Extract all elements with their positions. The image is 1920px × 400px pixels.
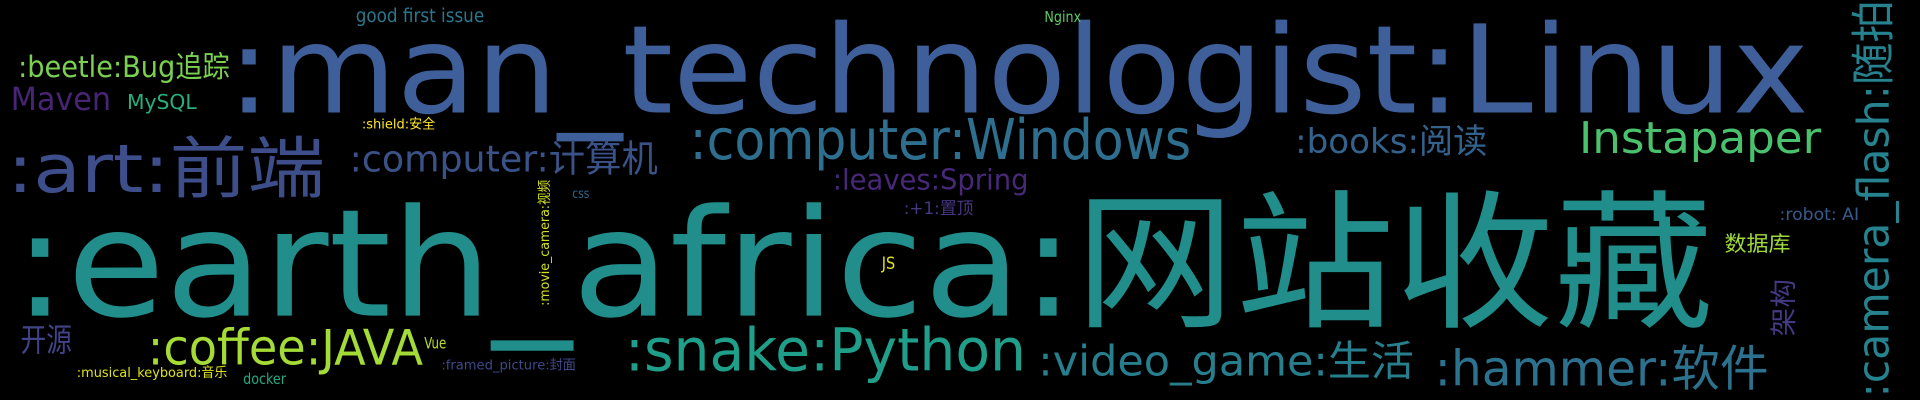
word: :framed_picture:封面 bbox=[441, 357, 576, 373]
word: :computer:计算机 bbox=[350, 137, 658, 180]
word: Nginx bbox=[1044, 9, 1081, 26]
word: 架构 bbox=[1769, 279, 1800, 336]
word: Vue bbox=[424, 334, 446, 353]
word: css bbox=[572, 187, 589, 202]
word: :hammer:软件 bbox=[1435, 340, 1769, 397]
word: :beetle:Bug追踪 bbox=[18, 50, 230, 84]
word: JS bbox=[881, 254, 895, 274]
word: Instapaper bbox=[1579, 113, 1822, 164]
word: :camera_flash:随拍 bbox=[1848, 0, 1899, 398]
word: :coffee:JAVA bbox=[148, 320, 424, 377]
word: :robot: AI bbox=[1780, 205, 1860, 225]
word: :musical_keyboard:音乐 bbox=[77, 364, 227, 381]
word: :earth_africa:网站收藏 bbox=[13, 178, 1713, 352]
word: MySQL bbox=[127, 90, 197, 114]
word: :snake:Python bbox=[625, 317, 1026, 385]
word: :computer:Windows bbox=[690, 108, 1192, 173]
word: :video_game:生活 bbox=[1038, 337, 1414, 386]
word: :books:阅读 bbox=[1295, 122, 1487, 162]
word: good first issue bbox=[356, 6, 484, 27]
word: :shield:安全 bbox=[362, 115, 436, 132]
word: 开源 bbox=[21, 322, 72, 359]
word: :art:前端 bbox=[7, 130, 325, 208]
word: :leaves:Spring bbox=[833, 164, 1029, 197]
word: Maven bbox=[11, 81, 111, 118]
word: docker bbox=[243, 371, 287, 388]
word: :+1:置顶 bbox=[904, 199, 974, 219]
word: 数据库 bbox=[1725, 232, 1791, 256]
word: :movie_camera:视频 bbox=[537, 180, 553, 306]
word: :man_technologist:Linux bbox=[227, 0, 1809, 142]
